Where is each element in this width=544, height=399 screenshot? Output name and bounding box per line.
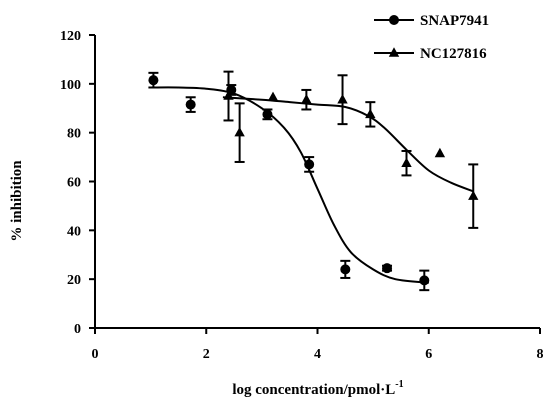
x-tick-label: 2 <box>203 347 210 362</box>
y-tick-label: 80 <box>67 127 81 142</box>
x-tick-label: 6 <box>425 347 432 362</box>
fit-curves <box>150 86 474 284</box>
legend-label-snap7941: SNAP7941 <box>420 13 489 29</box>
nc127816-point <box>234 127 245 137</box>
y-tick-label: 20 <box>67 273 81 288</box>
ticks: 0 20 40 60 80 100 120 0 2 4 6 8 <box>60 29 544 362</box>
snap7941-point <box>148 75 159 86</box>
snap7941-point <box>262 109 273 120</box>
legend: SNAP7941 NC127816 <box>374 13 489 62</box>
y-tick-label: 40 <box>67 224 81 239</box>
x-axis-title-text: log concentration/pmol·L <box>232 382 395 398</box>
data-points <box>148 70 479 292</box>
snap7941-point <box>419 275 430 286</box>
x-axis-title: log concentration/pmol·L-1 <box>232 379 403 398</box>
y-axis-title: % inhibition <box>9 160 25 242</box>
nc127816-point <box>267 91 279 101</box>
y-tick-label: 60 <box>67 176 81 191</box>
legend-label-nc127816: NC127816 <box>420 46 487 62</box>
nc127816-point <box>365 108 376 119</box>
nc127816-point <box>337 94 348 104</box>
y-tick-label: 120 <box>60 29 81 44</box>
nc127816-point <box>468 190 479 200</box>
y-tick-label: 0 <box>74 322 81 337</box>
nc127816-point <box>223 90 234 100</box>
nc127816-point <box>301 94 312 104</box>
snap7941-point <box>340 264 351 275</box>
snap7941-point <box>185 99 196 110</box>
nc127816-point <box>434 147 446 158</box>
x-tick-label: 4 <box>314 347 321 362</box>
x-tick-label: 0 <box>92 347 99 362</box>
legend-marker-snap7941 <box>389 15 399 25</box>
legend-marker-nc127816 <box>388 47 400 57</box>
x-tick-label: 8 <box>537 347 544 362</box>
snap7941-point <box>304 159 315 170</box>
snap7941-point <box>382 263 393 274</box>
y-tick-label: 100 <box>60 78 81 93</box>
nc127816-fit-curve <box>222 96 474 193</box>
nc127816-point <box>401 157 412 167</box>
x-axis-title-superscript: -1 <box>395 379 403 390</box>
snap7941-fit-curve <box>150 86 429 284</box>
